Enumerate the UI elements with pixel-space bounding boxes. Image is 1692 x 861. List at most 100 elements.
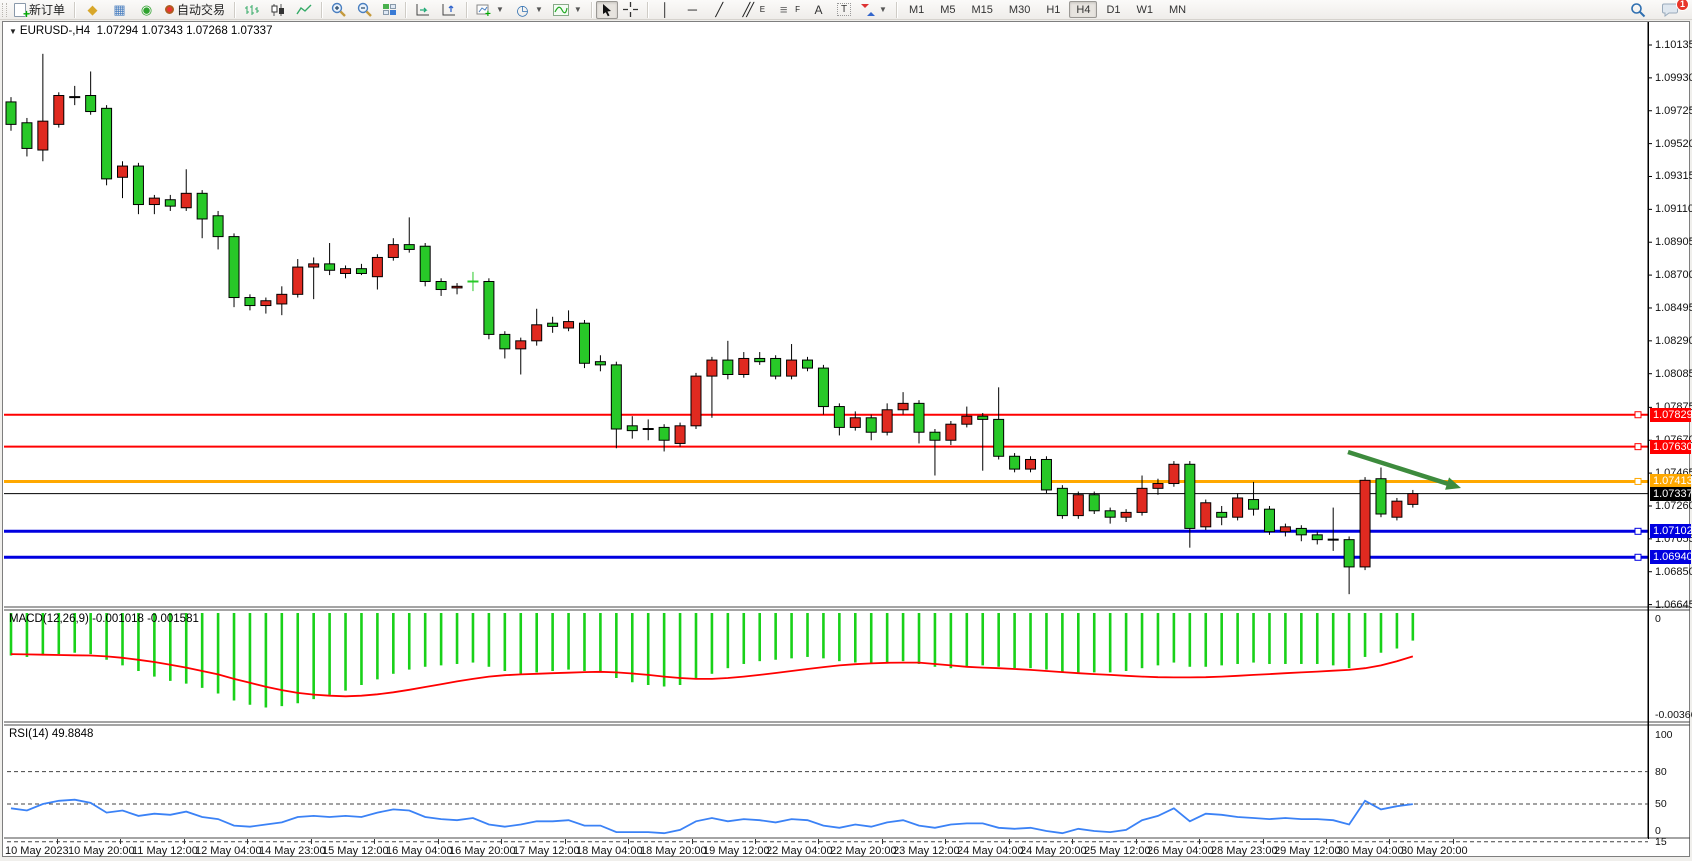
time-axis-label: 26 May 04:00 bbox=[1147, 845, 1214, 857]
price-tick-label: 1.07260 bbox=[1655, 500, 1692, 512]
macd-indicator-label: MACD(12,26,9) -0.001018 -0.001581 bbox=[9, 613, 199, 625]
time-axis-label: 11 May 12:00 bbox=[132, 845, 198, 857]
timeframe-MN[interactable]: MN bbox=[1169, 3, 1187, 16]
cursor-arrow-icon bbox=[602, 3, 611, 16]
auto-trading-button[interactable]: 自动交易 bbox=[160, 1, 230, 19]
bar-chart-button[interactable] bbox=[239, 1, 265, 19]
time-axis-label: 12 May 04:00 bbox=[195, 845, 262, 857]
time-axis-label: 15 May 12:00 bbox=[322, 845, 389, 857]
fibonacci-f-label: F bbox=[795, 5, 801, 14]
time-axis-label: 19 May 12:00 bbox=[703, 845, 770, 857]
time-axis-label: 24 May 20:00 bbox=[1020, 845, 1087, 857]
horizontal-line-icon: ─ bbox=[687, 2, 697, 17]
price-tick-label: 1.06850 bbox=[1655, 566, 1692, 578]
chart-shift-icon bbox=[442, 3, 456, 15]
signal-icon: ◉ bbox=[140, 2, 153, 17]
terminal-icon: ▦ bbox=[113, 2, 126, 17]
periods-button[interactable]: ◷ ▼ bbox=[509, 1, 548, 19]
signals-button[interactable]: ◉ bbox=[133, 1, 160, 19]
chart-ohlc-label: 1.07294 1.07343 1.07268 1.07337 bbox=[96, 25, 273, 37]
text-label-icon: T bbox=[837, 3, 852, 16]
time-axis-label: 30 May 04:00 bbox=[1337, 845, 1404, 857]
chart-shift-button[interactable] bbox=[436, 1, 462, 19]
time-axis-label: 16 May 20:00 bbox=[449, 845, 516, 857]
price-tick-label: 1.09110 bbox=[1655, 203, 1692, 215]
chart-canvas[interactable] bbox=[3, 22, 1691, 856]
zoom-in-button[interactable] bbox=[326, 1, 352, 19]
toolbar-separator bbox=[234, 1, 236, 18]
toolbar-separator bbox=[405, 1, 407, 18]
arrows-icon bbox=[861, 3, 876, 17]
timeframe-D1[interactable]: D1 bbox=[1106, 3, 1121, 16]
crosshair-tool-button[interactable] bbox=[618, 1, 643, 19]
crosshair-icon bbox=[622, 2, 638, 17]
price-axis[interactable] bbox=[1648, 22, 1690, 839]
indicator-wave-icon bbox=[552, 3, 569, 16]
candle-chart-button[interactable] bbox=[265, 1, 291, 19]
new-order-label: 新订单 bbox=[29, 3, 66, 17]
timeframe-M15[interactable]: M15 bbox=[971, 3, 993, 16]
arrows-tool[interactable]: ▼ bbox=[856, 1, 892, 19]
tile-windows-button[interactable] bbox=[378, 1, 401, 19]
fibonacci-tool[interactable]: ≡ F bbox=[770, 1, 805, 19]
timeframe-W1[interactable]: W1 bbox=[1136, 3, 1154, 16]
vertical-line-icon: │ bbox=[661, 2, 670, 17]
chevron-down-icon: ▼ bbox=[879, 5, 887, 14]
new-order-button[interactable]: 新订单 bbox=[9, 1, 70, 21]
cursor-tool-button[interactable] bbox=[595, 0, 618, 19]
time-axis-label: 22 May 04:00 bbox=[766, 845, 833, 857]
price-line-value-box: 1.07337 bbox=[1650, 487, 1692, 501]
timeframe-M5[interactable]: M5 bbox=[940, 3, 956, 16]
time-axis-label: 30 May 20:00 bbox=[1401, 845, 1468, 857]
vertical-line-tool[interactable]: │ bbox=[652, 1, 679, 19]
text-tool[interactable]: A bbox=[805, 1, 832, 19]
price-tick-label: 1.08905 bbox=[1655, 236, 1692, 248]
price-tick-label: 1.09930 bbox=[1655, 72, 1692, 84]
line-chart-button[interactable] bbox=[291, 1, 317, 19]
chat-button[interactable]: 1 bbox=[1657, 0, 1689, 19]
indicators-button[interactable]: ▼ bbox=[548, 1, 587, 19]
new-chart-button[interactable]: + ▼ bbox=[471, 1, 509, 19]
price-line-value-box: 1.07413 bbox=[1650, 474, 1692, 488]
channel-icon: ╱╱ bbox=[742, 2, 754, 17]
rsi-axis-label: 100 bbox=[1655, 729, 1673, 741]
auto-scroll-button[interactable] bbox=[410, 1, 436, 19]
quotes-button[interactable]: ◆ bbox=[79, 1, 106, 19]
zoom-out-button[interactable] bbox=[352, 1, 378, 19]
channel-e-label: E bbox=[759, 5, 766, 14]
toolbar-separator bbox=[321, 1, 323, 18]
timeframe-M30[interactable]: M30 bbox=[1008, 3, 1031, 16]
search-icon bbox=[1631, 2, 1646, 17]
price-tick-label: 1.08495 bbox=[1655, 302, 1692, 314]
gold-seal-icon: ◆ bbox=[87, 2, 98, 17]
time-axis-label: 10 May 20:00 bbox=[68, 845, 135, 857]
price-line-value-box: 1.07829 bbox=[1650, 408, 1692, 422]
trendline-icon: ╱ bbox=[715, 2, 724, 17]
chevron-down-icon: ▼ bbox=[496, 5, 504, 14]
chevron-down-icon: ▼ bbox=[534, 5, 543, 14]
time-axis-label: 23 May 12:00 bbox=[893, 845, 960, 857]
time-axis-label: 29 May 12:00 bbox=[1274, 845, 1341, 857]
toolbar-grip[interactable] bbox=[2, 2, 7, 17]
channel-tool[interactable]: ╱╱ E bbox=[733, 1, 770, 19]
macd-axis-label: -0.003667 bbox=[1655, 709, 1692, 721]
rsi-axis-label: 15 bbox=[1655, 835, 1667, 848]
text-label-tool[interactable]: T bbox=[832, 1, 856, 19]
price-tick-label: 1.09725 bbox=[1655, 105, 1692, 117]
search-button[interactable] bbox=[1625, 1, 1651, 19]
fibonacci-icon: ≡ bbox=[779, 2, 788, 17]
auto-trading-label: 自动交易 bbox=[177, 3, 226, 17]
horizontal-line-tool[interactable]: ─ bbox=[679, 1, 706, 19]
timeframe-H4[interactable]: H4 bbox=[1069, 1, 1098, 18]
chart-window[interactable]: ▼ EURUSD-,H4 1.07294 1.07343 1.07268 1.07… bbox=[2, 21, 1692, 857]
macd-axis-label: 0 bbox=[1655, 613, 1661, 625]
time-axis-label: 25 May 12:00 bbox=[1084, 845, 1151, 857]
rsi-indicator-label: RSI(14) 49.8848 bbox=[9, 728, 94, 740]
time-axis-label: 18 May 04:00 bbox=[576, 845, 643, 857]
trendline-tool[interactable]: ╱ bbox=[706, 1, 733, 19]
rsi-axis-label: 80 bbox=[1655, 765, 1667, 778]
chart-menu-icon[interactable]: ▼ bbox=[9, 27, 17, 36]
timeframe-M1[interactable]: M1 bbox=[908, 3, 925, 16]
market-watch-button[interactable]: ▦ bbox=[106, 1, 133, 19]
timeframe-H1[interactable]: H1 bbox=[1046, 3, 1061, 16]
